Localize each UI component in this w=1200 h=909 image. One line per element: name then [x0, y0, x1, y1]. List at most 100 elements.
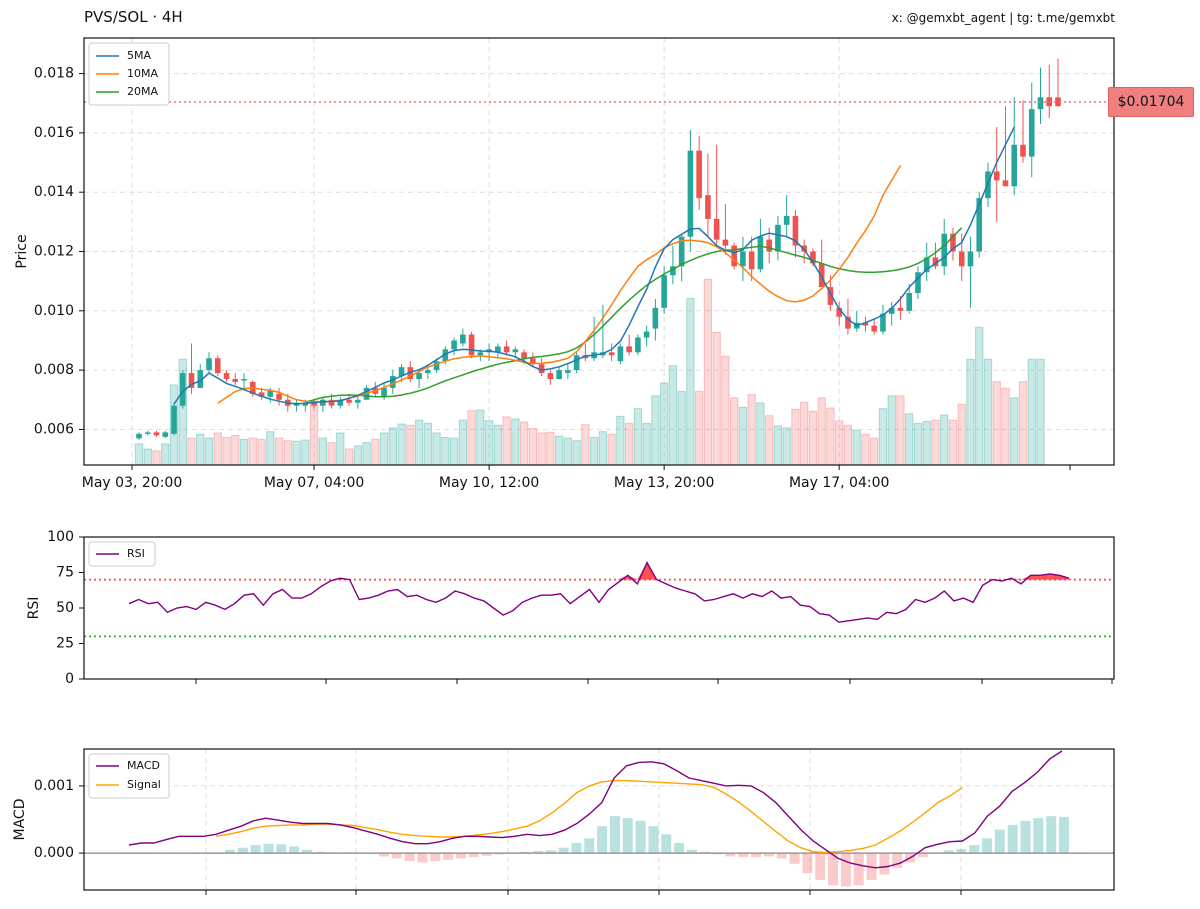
candle-body: [687, 150, 694, 237]
rsi-panel-bg: [84, 537, 1114, 679]
candle-body: [713, 218, 720, 240]
current-price-badge: $0.01704: [1108, 87, 1194, 118]
price-ytick-label: 0.012: [34, 244, 74, 260]
macd-histogram-bar: [1020, 820, 1031, 854]
candle-body: [958, 251, 965, 267]
volume-bar: [362, 442, 371, 466]
volume-bar: [1018, 381, 1028, 466]
volume-bar: [581, 424, 590, 466]
volume-bar: [712, 331, 721, 466]
volume-bar: [1036, 358, 1045, 466]
volume-bar: [248, 437, 257, 466]
candle-body: [398, 367, 405, 377]
price-ytick-label: 0.008: [34, 362, 74, 378]
rsi-panel-frame: [83, 536, 1115, 680]
candle-body: [818, 263, 825, 288]
volume-bar: [843, 424, 853, 466]
candle-body: [897, 307, 904, 311]
volume-bar: [791, 408, 800, 466]
legend-label: 20MA: [127, 85, 158, 98]
volume-bar: [414, 419, 424, 466]
volume-bar: [318, 437, 327, 466]
candle-body: [783, 215, 790, 225]
legend-label: RSI: [127, 547, 145, 560]
candle-body: [1011, 144, 1018, 187]
price-xtick-label: May 03, 20:00: [82, 475, 182, 491]
volume-bar: [756, 402, 765, 466]
volume-bar: [800, 401, 809, 466]
macd-histogram-bar: [828, 853, 839, 886]
macd-histogram-bar: [686, 849, 697, 854]
candle-body: [643, 331, 650, 338]
macd-histogram-bar: [404, 853, 415, 862]
volume-bar: [554, 435, 564, 466]
volume-bar: [537, 432, 546, 466]
candle-body: [153, 432, 160, 436]
macd-histogram-bar: [763, 853, 774, 857]
macd-histogram-bar: [609, 816, 620, 854]
volume-bar: [817, 397, 826, 466]
candle-body: [1028, 109, 1035, 157]
macd-ytick-label: 0.000: [34, 845, 74, 861]
volume-bar: [257, 438, 266, 466]
volume-bar: [948, 419, 958, 466]
volume-bar: [502, 416, 511, 466]
candle-body: [871, 325, 878, 332]
volume-bar: [878, 408, 888, 466]
volume-bar: [563, 437, 573, 466]
volume-bar: [721, 355, 730, 466]
rsi-ytick-label: 25: [56, 636, 74, 652]
volume-bar: [651, 395, 660, 466]
candle-body: [468, 334, 475, 356]
candle-body: [337, 399, 344, 406]
macd-histogram-bar: [276, 844, 287, 854]
ma5-line: [173, 126, 1015, 405]
candle-body: [512, 349, 519, 353]
volume-bar: [143, 448, 152, 466]
price-ylabel: Price: [14, 234, 30, 268]
price-ytick-label: 0.014: [34, 184, 74, 200]
candle-body: [836, 307, 842, 317]
candle-body: [477, 352, 484, 356]
volume-bar: [239, 438, 249, 466]
candle-body: [425, 370, 431, 374]
rsi-legend: [88, 541, 156, 567]
candle-body: [967, 251, 974, 267]
candle-body: [162, 432, 169, 437]
macd-histogram-bar: [815, 853, 826, 880]
volume-bar: [992, 381, 1001, 466]
volume-bar: [371, 438, 380, 466]
macd-ytick-label: 0.001: [34, 778, 74, 794]
rsi-ytick-label: 75: [56, 565, 74, 581]
macd-histogram-bar: [263, 843, 274, 854]
volume-bar: [642, 422, 651, 466]
legend-label: 5MA: [127, 49, 151, 62]
candle-body: [495, 346, 501, 353]
volume-bar: [423, 422, 433, 466]
candle-body: [748, 251, 755, 270]
volume-bar: [729, 397, 739, 466]
volume-bar: [738, 406, 748, 466]
macd-histogram-bar: [250, 845, 261, 854]
candle-body: [346, 399, 352, 403]
candle-body: [582, 355, 589, 359]
volume-bar: [379, 432, 389, 466]
macd-histogram-bar: [892, 853, 903, 868]
macd-histogram-bar: [725, 853, 736, 857]
macd-histogram-bar: [879, 853, 890, 875]
volume-bar: [353, 445, 362, 466]
candle-body: [801, 245, 807, 252]
volume-bar: [764, 415, 774, 466]
volume-bar: [467, 410, 476, 466]
candle-body: [442, 349, 449, 362]
candle-body: [390, 376, 396, 388]
macd-histogram-bar: [622, 818, 633, 854]
volume-bar: [231, 435, 240, 466]
volume-bar: [870, 437, 879, 466]
candle-body: [460, 334, 466, 344]
price-ytick-label: 0.018: [34, 66, 74, 82]
candle-body: [810, 251, 816, 264]
candle-body: [355, 399, 361, 403]
volume-bar: [528, 427, 538, 466]
candle-body: [652, 307, 659, 329]
